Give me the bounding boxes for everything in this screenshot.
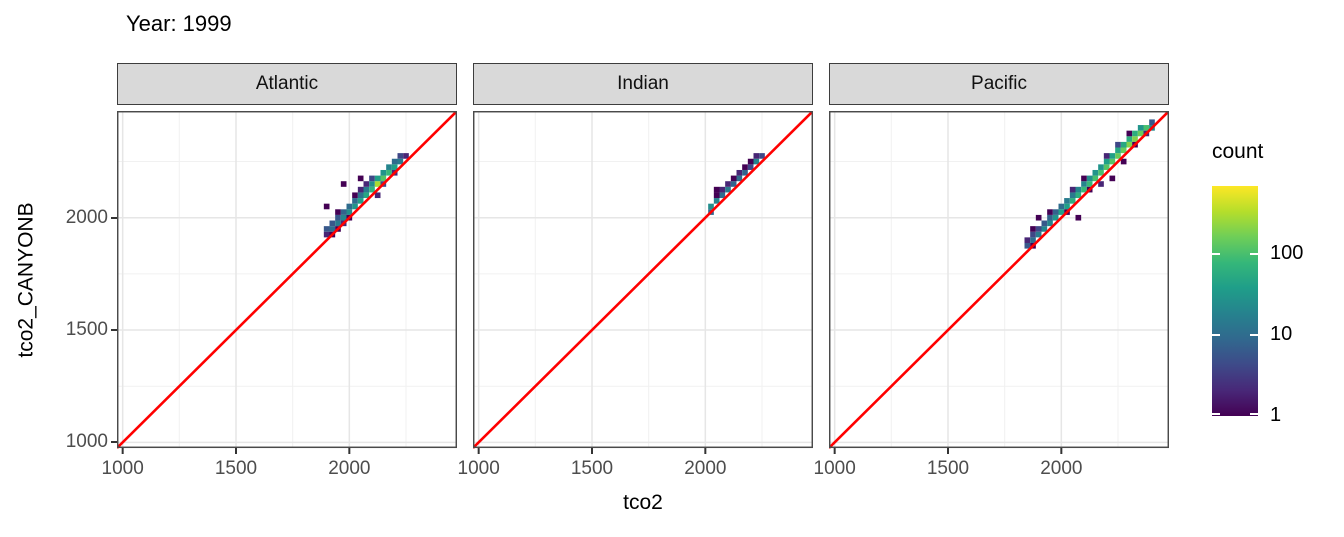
legend-tick-label: 1: [1270, 404, 1282, 426]
x-tick-label: 2000: [328, 458, 371, 479]
legend: count 100 10 1: [1200, 140, 1344, 440]
legend-tick-right: [1250, 253, 1258, 256]
facet-strip: Pacific: [829, 63, 1169, 105]
x-tick-label: 1000: [101, 458, 144, 479]
x-tick-label: 1500: [214, 458, 258, 479]
x-tick-label: 1000: [813, 458, 856, 479]
x-tick-label: 2000: [1040, 458, 1083, 479]
facet-indian: Indian 1000 1500 2000: [458, 63, 813, 483]
facet-panel-plot-area: [117, 111, 457, 454]
y-axis-title: tco2_CANYONB: [12, 111, 42, 448]
legend-tick-left: [1212, 334, 1220, 337]
legend-title: count: [1212, 140, 1264, 163]
y-tick-mark: [111, 216, 117, 219]
y-tick-mark: [111, 329, 117, 332]
facet-pacific: Pacific 1000 1500 2000: [814, 63, 1169, 483]
legend-tick-right: [1250, 334, 1258, 337]
y-tick-mark: [111, 441, 117, 444]
legend-tick-right: [1250, 413, 1258, 415]
legend-tick-label: 10: [1270, 323, 1293, 346]
x-tick-label: 1500: [926, 458, 970, 479]
y-tick-label: 1000: [65, 431, 108, 453]
x-tick-label: 2000: [684, 458, 727, 479]
x-tick-label: 1000: [457, 458, 500, 479]
facet-strip: Atlantic: [117, 63, 457, 105]
x-axis-title: tco2: [623, 491, 663, 514]
x-tick-label: 1500: [570, 458, 614, 479]
y-tick-label: 1500: [65, 319, 108, 341]
legend-tick-left: [1212, 413, 1220, 415]
legend-tick-left: [1212, 253, 1220, 256]
facet-strip: Indian: [473, 63, 813, 105]
y-tick-label: 2000: [65, 206, 108, 228]
legend-colorbar: [1212, 186, 1258, 416]
facet-panel-plot-area: [829, 111, 1169, 454]
legend-tick-label: 100: [1270, 242, 1304, 265]
plot-title: Year: 1999: [126, 11, 232, 36]
facet-atlantic: Atlantic 1000 1500 2000: [102, 63, 457, 483]
facet-panel-plot-area: [473, 111, 813, 454]
y-axis-title-text: tco2_CANYONB: [15, 201, 39, 358]
